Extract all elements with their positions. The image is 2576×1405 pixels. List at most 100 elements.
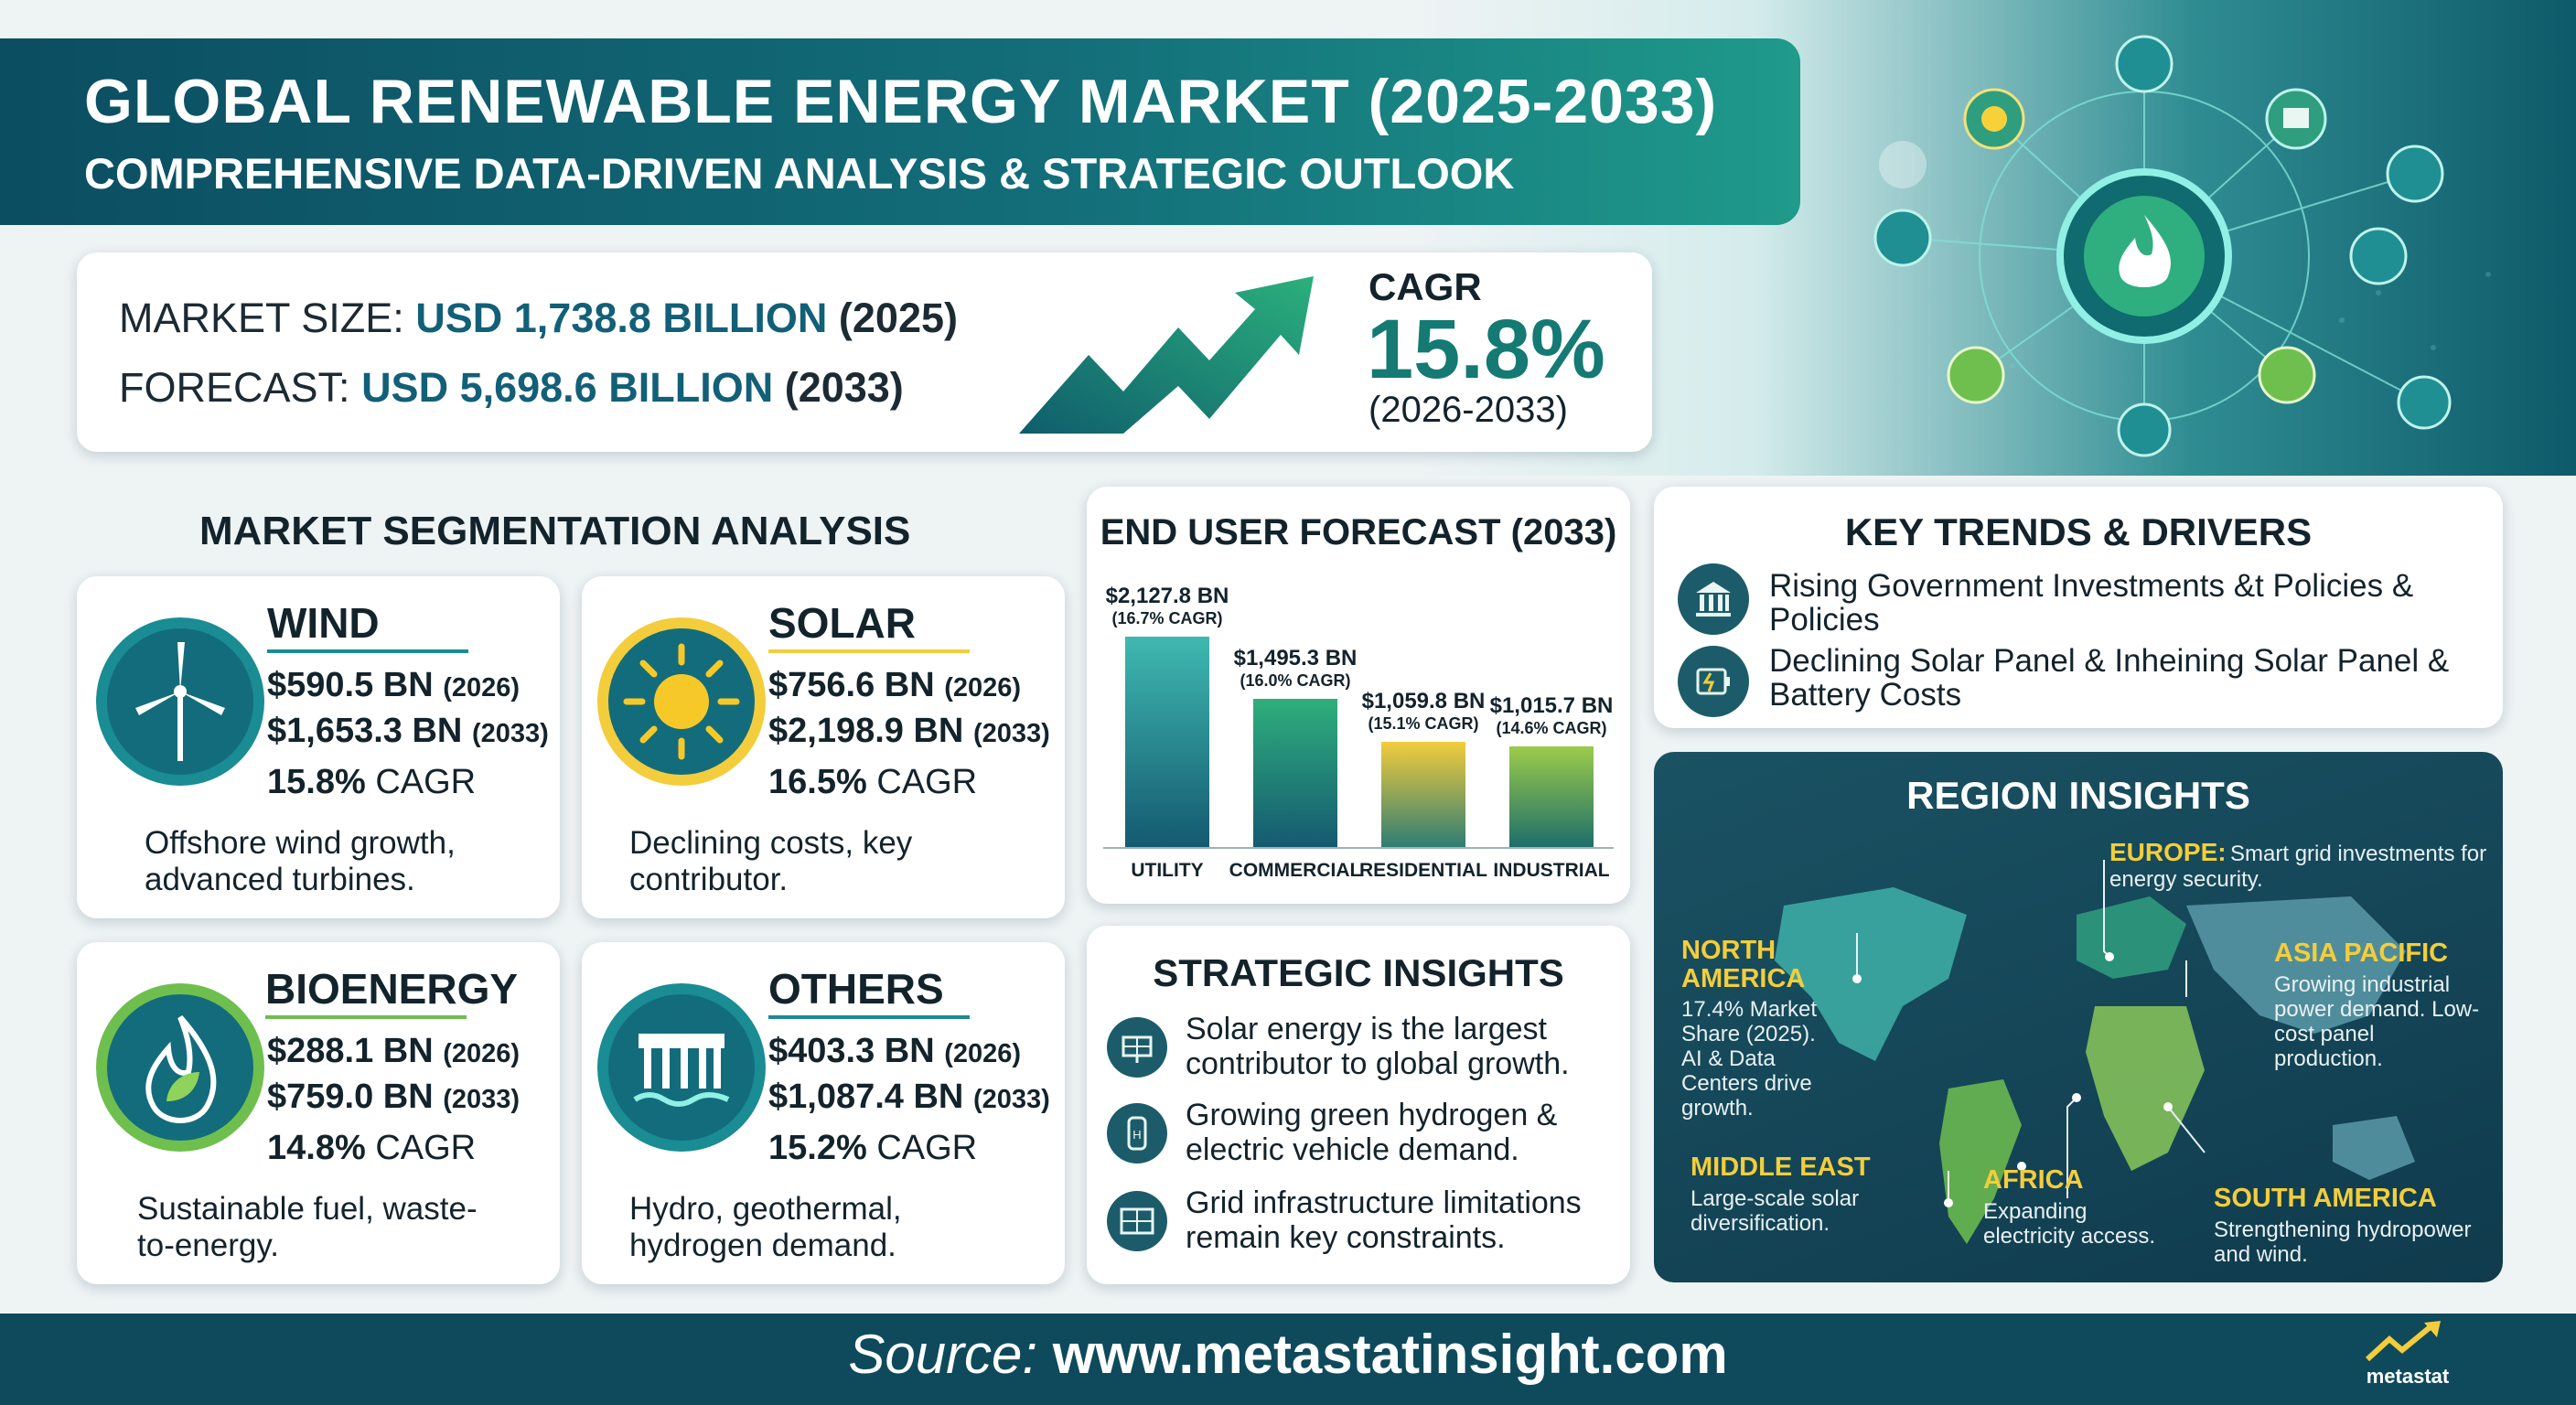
market-size-card <box>77 252 1652 452</box>
category-label: UTILITY <box>1131 860 1204 881</box>
segment-underline <box>265 1015 467 1019</box>
forecast-line: FORECAST: USD 5,698.6 BILLION (2033) <box>119 364 904 412</box>
market-size-label: MARKET SIZE: <box>119 295 404 341</box>
metastat-logo-icon <box>2365 1321 2441 1362</box>
battery-icon <box>1678 646 1749 717</box>
category-label: RESIDENTIAL <box>1358 860 1487 881</box>
source-url[interactable]: www.metastatinsight.com <box>1052 1324 1728 1385</box>
bar-commercial <box>1253 699 1337 847</box>
segment-underline <box>267 649 468 653</box>
hydrogen-icon: H <box>1107 1103 1167 1164</box>
segment-name: WIND <box>267 599 380 647</box>
bar-industrial <box>1509 746 1594 847</box>
segment-underline <box>768 1015 970 1019</box>
sun-icon <box>597 617 766 786</box>
solar-panel-icon <box>1107 1017 1167 1078</box>
region-south-america: SOUTH AMERICA Strengthening hydropower a… <box>2214 1184 2472 1267</box>
segment-card-wind: WIND $590.5 BN (2026) $1,653.3 BN (2033)… <box>77 576 560 918</box>
grid-icon <box>1107 1191 1167 1251</box>
segment-description: Sustainable fuel, waste-to-energy. <box>137 1191 478 1263</box>
cagr-label: CAGR <box>1368 265 1482 308</box>
key-trend-item: Rising Government Investments &t Policie… <box>1769 568 2414 638</box>
central-flame-icon <box>2056 168 2232 344</box>
segment-card-others: OTHERS $403.3 BN (2026) $1,087.4 BN (203… <box>582 942 1065 1284</box>
flame-leaf-icon <box>96 983 264 1152</box>
segmentation-title: MARKET SEGMENTATION ANALYSIS <box>199 509 911 553</box>
segment-value-2026: $756.6 BN (2026) <box>768 666 1022 704</box>
bar-value-label: $1,495.3 BN <box>1233 646 1358 671</box>
segment-cagr: 16.5% CAGR <box>768 763 978 801</box>
world-map-graphic <box>1775 860 2415 1244</box>
market-size-value: USD 1,738.8 BILLION <box>415 295 828 341</box>
region-africa: AFRICA Expanding electricity access. <box>1983 1165 2156 1249</box>
source-label: Source: <box>848 1324 1038 1385</box>
bar-cagr-label: (15.1% CAGR) <box>1368 714 1479 734</box>
growth-arrow-icon <box>1019 276 1314 434</box>
category-label: COMMERCIAL <box>1229 860 1362 881</box>
bar-value-label: $1,015.7 BN <box>1489 693 1614 719</box>
source-line: Source: www.metastatinsight.com <box>0 1323 2576 1386</box>
strategic-insight-item: Grid infrastructure limitations remain k… <box>1186 1185 1582 1255</box>
segment-card-bioenergy: BIOENERGY $288.1 BN (2026) $759.0 BN (20… <box>77 942 560 1284</box>
segment-cagr: 15.2% CAGR <box>768 1129 978 1167</box>
government-building-icon <box>1678 563 1749 635</box>
bar-utility <box>1125 637 1209 847</box>
title-band <box>0 38 1800 225</box>
metastat-logo-text: metastat <box>2366 1365 2450 1388</box>
segment-cagr: 14.8% CAGR <box>267 1129 477 1167</box>
strategic-insights-title: STRATEGIC INSIGHTS <box>1153 951 1564 994</box>
key-trends-card <box>1654 487 2503 728</box>
chart-baseline <box>1103 847 1614 849</box>
segment-name: OTHERS <box>768 965 944 1013</box>
chart-title: END USER FORECAST (2033) <box>1100 512 1617 552</box>
segment-description: Declining costs, key contributor. <box>629 825 913 897</box>
strategic-insight-item: Solar energy is the largest contributor … <box>1186 1012 1570 1081</box>
forecast-year: (2033) <box>784 364 904 411</box>
segment-name: SOLAR <box>768 599 916 647</box>
segment-cagr: 15.8% CAGR <box>267 763 477 801</box>
bar-value-label: $2,127.8 BN <box>1105 584 1229 608</box>
segment-value-2026: $403.3 BN (2026) <box>768 1032 1022 1070</box>
end-user-bar-chart: $2,127.8 BN (16.7% CAGR) UTILITY $1,495.3 B… <box>1087 567 1630 896</box>
segment-value-2033: $1,653.3 BN (2033) <box>267 712 549 750</box>
svg-text:H: H <box>1132 1128 1141 1142</box>
segment-value-2026: $590.5 BN (2026) <box>267 666 521 704</box>
page-title: GLOBAL RENEWABLE ENERGY MARKET (2025-203… <box>84 67 1718 136</box>
segment-value-2033: $2,198.9 BN (2033) <box>768 712 1050 750</box>
forecast-label: FORECAST: <box>119 364 350 411</box>
strategic-insight-item: Growing green hydrogen & electric vehicl… <box>1186 1098 1558 1167</box>
network-node-icons <box>1873 35 2452 457</box>
segment-description: Offshore wind growth, advanced turbines. <box>145 825 456 897</box>
key-trend-item: Declining Solar Panel & Inheining Solar … <box>1769 643 2450 713</box>
segment-card-solar: SOLAR $756.6 BN (2026) $2,198.9 BN (2033… <box>582 576 1065 918</box>
region-europe: EUROPE: Smart grid investments for energ… <box>2109 838 2487 892</box>
energy-network-graphic <box>1873 35 2491 457</box>
market-size-line: MARKET SIZE: USD 1,738.8 BILLION (2025) <box>119 295 958 342</box>
segment-underline <box>768 649 970 653</box>
dam-icon <box>597 983 766 1152</box>
bar-cagr-label: (14.6% CAGR) <box>1496 719 1607 738</box>
strategic-insights-card <box>1087 926 1630 1284</box>
region-asia-pacific: ASIA PACIFIC Growing industrial power de… <box>2274 938 2480 1071</box>
segment-value-2026: $288.1 BN (2026) <box>267 1032 521 1070</box>
bar-cagr-label: (16.0% CAGR) <box>1240 671 1351 691</box>
page-subtitle: COMPREHENSIVE DATA-DRIVEN ANALYSIS & STR… <box>84 149 1515 198</box>
forecast-value: USD 5,698.6 BILLION <box>361 364 774 411</box>
region-insights-title: REGION INSIGHTS <box>1906 774 2250 817</box>
bar-value-label: $1,059.8 BN <box>1361 689 1486 714</box>
segment-value-2033: $1,087.4 BN (2033) <box>768 1078 1050 1116</box>
region-middle-east: MIDDLE EAST Large-scale solar diversific… <box>1690 1153 1871 1236</box>
bar-residential <box>1381 742 1465 847</box>
bar-cagr-label: (16.7% CAGR) <box>1111 609 1223 627</box>
region-north-america: NORTH AMERICA 17.4% Market Share (2025).… <box>1681 936 1818 1121</box>
market-size-year: (2025) <box>838 295 958 341</box>
segment-value-2033: $759.0 BN (2033) <box>267 1078 521 1116</box>
wind-turbine-icon <box>96 617 264 786</box>
segment-description: Hydro, geothermal, hydrogen demand. <box>629 1191 902 1263</box>
cagr-period: (2026-2033) <box>1368 390 1568 430</box>
cagr-value: 15.8% <box>1367 303 1605 396</box>
key-trends-title: KEY TRENDS & DRIVERS <box>1844 510 2313 553</box>
segment-name: BIOENERGY <box>265 965 519 1013</box>
footer-bar <box>0 1314 2576 1405</box>
category-label: INDUSTRIAL <box>1493 860 1610 881</box>
